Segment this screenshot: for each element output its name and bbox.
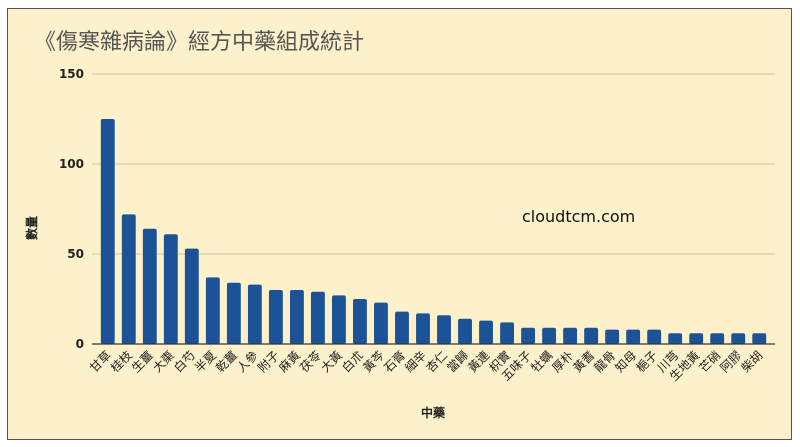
bar <box>584 327 599 344</box>
bar <box>268 290 283 344</box>
bar <box>247 284 262 344</box>
x-tick-label: 白朮 <box>338 348 366 376</box>
bar <box>731 333 746 344</box>
watermark-annotation: cloudtcm.com <box>522 207 635 226</box>
x-tick-label: 生薑 <box>129 348 156 375</box>
x-tick-label: 大棗 <box>149 348 177 376</box>
bar <box>458 318 472 344</box>
chart-frame <box>7 8 792 440</box>
bar <box>563 327 578 344</box>
bar <box>121 214 136 344</box>
x-tick-label: 黃芩 <box>360 348 387 375</box>
bar <box>353 299 367 344</box>
x-tick-label: 石膏 <box>381 348 409 376</box>
bar <box>374 302 388 344</box>
y-tick-label: 150 <box>59 67 84 81</box>
x-tick-label: 杏仁 <box>423 348 450 375</box>
bar <box>310 291 325 344</box>
bar <box>710 333 725 344</box>
y-tick-label: 100 <box>59 157 84 171</box>
bar <box>626 329 641 344</box>
x-tick-label: 細辛 <box>402 348 429 375</box>
bar <box>142 228 157 344</box>
bar <box>605 329 620 344</box>
x-tick-label: 麻黃 <box>275 348 303 376</box>
x-tick-label: 桂枝 <box>107 348 135 376</box>
x-tick-label: 阿膠 <box>717 348 744 375</box>
x-tick-label: 人參 <box>233 348 261 376</box>
bar <box>521 327 536 344</box>
bar <box>752 333 767 344</box>
bar <box>226 282 241 344</box>
x-tick-label: 附子 <box>255 348 282 375</box>
x-tick-label: 白芍 <box>170 348 198 376</box>
x-tick-label: 乾薑 <box>213 348 240 375</box>
bar <box>437 315 451 344</box>
bar <box>668 333 683 344</box>
bar <box>479 320 493 344</box>
x-tick-label: 芒硝 <box>696 348 724 376</box>
bar <box>689 333 704 344</box>
x-tick-label: 黃耆 <box>570 348 597 375</box>
bar <box>331 295 346 344</box>
x-tick-label: 牡蠣 <box>528 348 556 376</box>
x-tick-label: 甘草 <box>87 348 114 375</box>
bar <box>416 313 430 344</box>
bar <box>542 327 557 344</box>
y-tick-label: 0 <box>76 337 84 351</box>
bar <box>289 290 304 344</box>
x-tick-label: 當歸 <box>444 348 471 375</box>
x-tick-label: 半夏 <box>192 348 219 375</box>
x-tick-label: 厚朴 <box>549 348 577 376</box>
bar <box>184 248 199 344</box>
x-tick-label: 龍骨 <box>591 348 619 376</box>
y-tick-label: 50 <box>67 247 84 261</box>
x-tick-label: 柴胡 <box>738 348 765 375</box>
bar <box>395 311 409 344</box>
bar <box>205 277 220 344</box>
x-tick-label: 梔子 <box>633 348 660 375</box>
x-tick-label: 大黃 <box>318 348 345 375</box>
x-tick-label: 知母 <box>612 348 639 375</box>
bar <box>500 322 514 344</box>
chart-title: 《傷寒雜病論》經方中藥組成統計 <box>34 30 365 55</box>
bar <box>647 329 662 344</box>
y-axis-label: 數量 <box>24 216 39 240</box>
x-axis-label: 中藥 <box>421 405 446 420</box>
bar <box>100 119 115 344</box>
bar <box>163 234 178 344</box>
x-tick-label: 茯苓 <box>297 348 324 375</box>
x-tick-label: 黃連 <box>465 348 492 375</box>
